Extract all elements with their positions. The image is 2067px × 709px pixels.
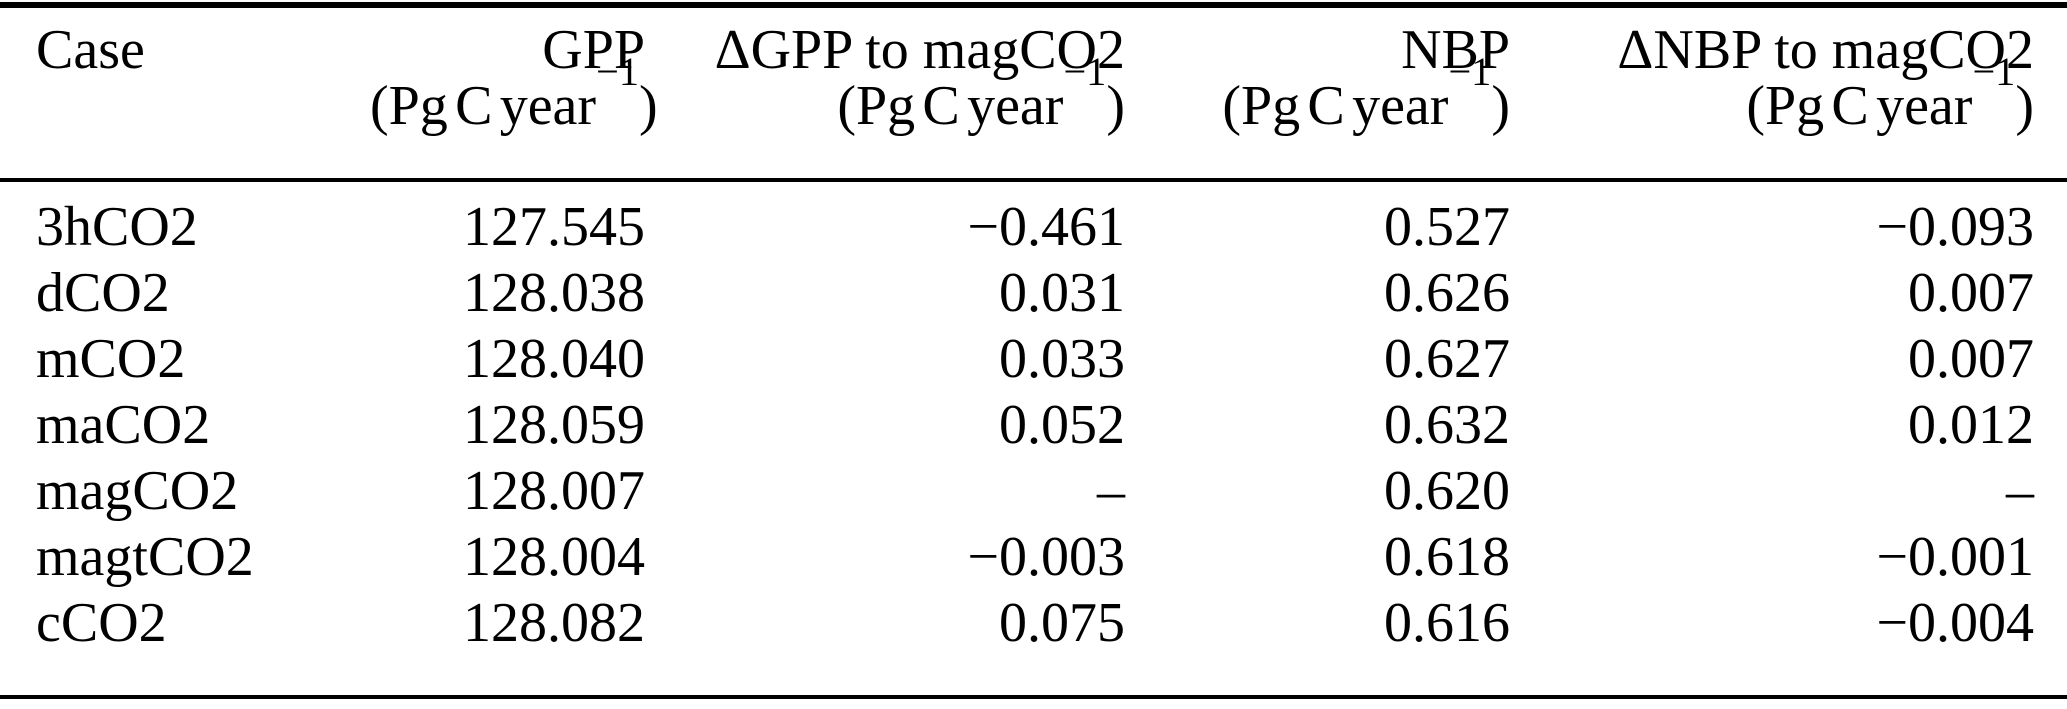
cell-dgpp-to-magco2: –: [1097, 460, 1125, 522]
cell-dgpp-to-magco2: 0.052: [999, 394, 1125, 456]
unit-exponent: −1: [1063, 49, 1107, 94]
row-label: mCO2: [36, 328, 186, 390]
table-row: magtCO2 128.004 −0.003 0.618 −0.001: [0, 524, 2067, 590]
table-row: dCO2 128.038 0.031 0.626 0.007: [0, 260, 2067, 326]
column-header-dgpp-to-magco2: ΔGPP to magCO2: [714, 19, 1125, 81]
row-label: 3hCO2: [36, 196, 198, 258]
column-unit-gpp: (Pg C year−1): [370, 51, 658, 182]
cell-dnbp-to-magco2: −0.001: [1876, 526, 2034, 588]
table-row: 3hCO2 127.545 −0.461 0.527 −0.093: [0, 180, 2067, 260]
row-label: maCO2: [36, 394, 211, 456]
cell-gpp: 128.007: [463, 460, 645, 522]
cell-nbp: 0.616: [1125, 590, 1510, 699]
column-header-gpp: GPP: [542, 19, 645, 81]
unit-exponent: −1: [1448, 49, 1492, 94]
table-row: cCO2 128.082 0.075 0.616 −0.004: [0, 590, 2067, 699]
table-row: mCO2 128.040 0.033 0.627 0.007: [0, 326, 2067, 392]
cell-gpp: 128.038: [463, 262, 645, 324]
cell-dgpp-to-magco2: 0.031: [999, 262, 1125, 324]
cell-gpp: 128.004: [463, 526, 645, 588]
table-row: magCO2 128.007 – 0.620 –: [0, 458, 2067, 524]
unit-exponent: −1: [596, 49, 639, 94]
cell-dnbp-to-magco2: −0.004: [1510, 590, 2067, 699]
cell-nbp: 0.626: [1384, 262, 1510, 324]
cell-dnbp-to-magco2: 0.007: [1908, 328, 2034, 390]
header-unit-row: (Pg C year−1) (Pg C year−1) (Pg C year−1)(…: [0, 51, 2067, 182]
column-header-nbp: NBP: [1401, 19, 1510, 81]
cell-nbp: 0.627: [1384, 328, 1510, 390]
table-body: 3hCO2 127.545 −0.461 0.527 −0.093 dCO2 128.038…: [0, 180, 2067, 699]
row-label: magtCO2: [36, 526, 254, 588]
unit-exponent: −1: [1972, 49, 2016, 94]
cell-dgpp-to-magco2: 0.075: [645, 590, 1125, 699]
table-row: maCO2 128.059 0.052 0.632 0.012: [0, 392, 2067, 458]
cell-nbp: 0.620: [1384, 460, 1510, 522]
column-header-dnbp-to-magco2: ΔNBP to magCO2: [1617, 19, 2034, 81]
cell-dgpp-to-magco2: −0.003: [967, 526, 1125, 588]
cell-dnbp-to-magco2: 0.012: [1908, 394, 2034, 456]
column-unit-dgpp-to-magco2: (Pg C year−1): [645, 51, 1125, 182]
table-header: Case GPP ΔGPP to magCO2 NBP ΔNBP to magCO2 (…: [0, 5, 2067, 182]
column-unit-nbp: (Pg C year−1): [1125, 51, 1510, 182]
cell-gpp: 128.040: [463, 328, 645, 390]
cell-dnbp-to-magco2: –: [2006, 460, 2034, 522]
column-header-case: Case: [36, 19, 145, 81]
cell-nbp: 0.618: [1384, 526, 1510, 588]
cell-gpp: 127.545: [463, 196, 645, 258]
column-unit-case: [0, 78, 370, 182]
header-label-row: Case GPP ΔGPP to magCO2 NBP ΔNBP to magCO2: [0, 5, 2067, 78]
cell-dnbp-to-magco2: 0.007: [1908, 262, 2034, 324]
cell-nbp: 0.632: [1384, 394, 1510, 456]
cell-dgpp-to-magco2: 0.033: [999, 328, 1125, 390]
cell-gpp: 128.059: [463, 394, 645, 456]
column-unit-dnbp-to-magco2: (Pg C year−1): [1510, 51, 2067, 182]
cell-dnbp-to-magco2: −0.093: [1876, 196, 2034, 258]
cell-nbp: 0.527: [1384, 196, 1510, 258]
cell-gpp: 128.082: [370, 590, 645, 699]
row-label: magCO2: [36, 460, 239, 522]
row-label: dCO2: [36, 262, 170, 324]
cell-dgpp-to-magco2: −0.461: [967, 196, 1125, 258]
row-label: cCO2: [0, 590, 370, 699]
